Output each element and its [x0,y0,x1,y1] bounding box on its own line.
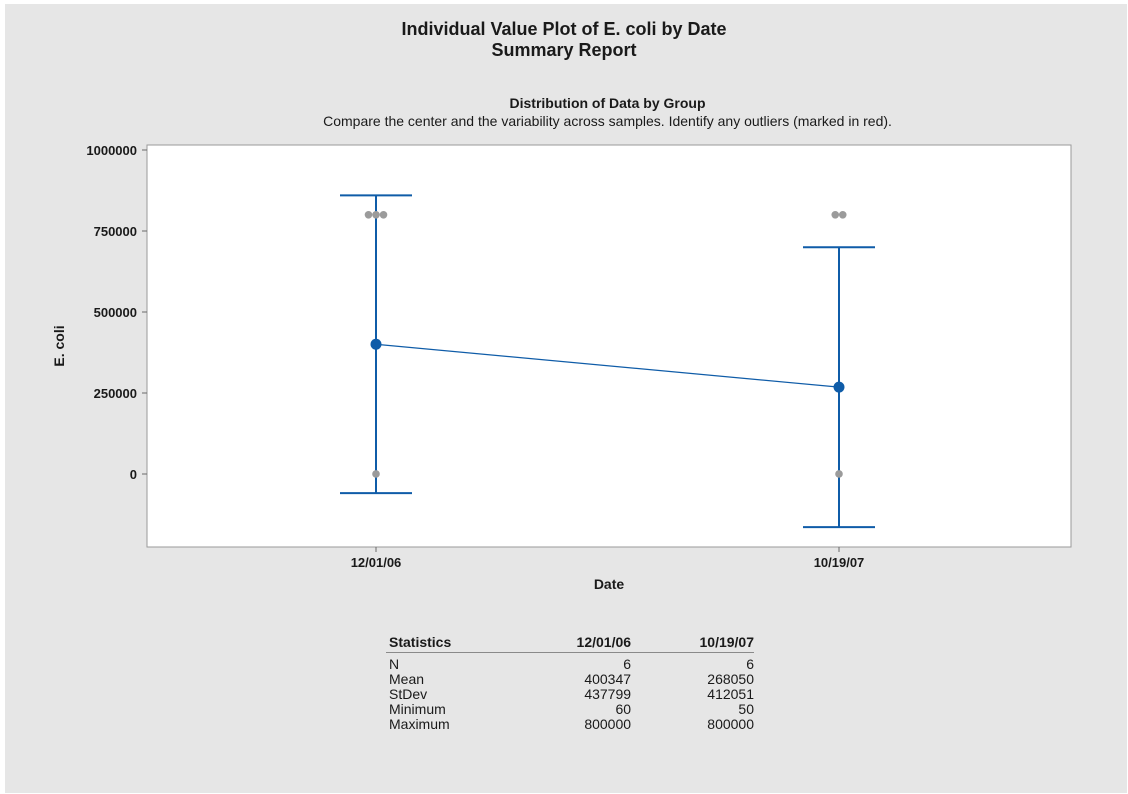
mean-line [375,343,840,388]
y-tick-label: 1000000 [86,143,137,158]
y-axis-label: E. coli [51,325,67,366]
data-point [379,211,388,219]
y-tick-label: 0 [130,467,137,482]
stat-value: 800000 [584,716,632,732]
statistics-header-cell: 12/01/06 [515,628,632,653]
stat-value: 6 [623,656,632,672]
data-point [372,211,380,219]
section-title: Distribution of Data by Group [509,95,706,111]
stat-value: 412051 [707,686,754,702]
stat-name: StDev [389,686,428,702]
data-point [364,211,373,219]
statistics-header-cell: Statistics [386,628,516,653]
table-row: Mean 400347 268050 [386,672,754,687]
y-tick-label: 750000 [94,224,137,239]
table-row: Minimum 60 50 [386,702,754,717]
stat-value: 800000 [707,716,754,732]
data-point [835,470,843,478]
stat-value: 60 [615,701,632,717]
data-point [838,211,847,219]
x-tick-label: 12/01/06 [351,555,402,570]
stat-name: Maximum [389,716,450,732]
data-point [372,470,380,478]
data-point [831,211,840,219]
x-axis-label: Date [594,576,625,592]
stat-value: 50 [738,701,754,717]
table-row: N 6 6 [386,653,754,673]
table-row: StDev 437799 412051 [386,687,754,702]
y-tick-label: 500000 [94,305,137,320]
stat-name: Mean [389,671,425,687]
mean-point [833,381,845,393]
stat-name: Minimum [389,701,446,717]
plot-area [146,144,1072,548]
stat-name: N [389,656,400,672]
individual-value-plot: 0 250000 500000 750000 1000000 12/01/06 10/19… [51,143,1072,592]
y-axis: 0 250000 500000 750000 1000000 [86,143,147,482]
report-subtitle: Summary Report [491,40,637,60]
stat-value: 400347 [584,671,632,687]
stat-value: 437799 [584,686,632,702]
x-axis: 12/01/06 10/19/07 [351,547,865,570]
stat-value: 6 [746,656,754,672]
data-points [364,211,847,478]
statistics-header-row: Statistics 12/01/06 10/19/07 [386,628,754,653]
x-tick-label: 10/19/07 [814,555,865,570]
section-note: Compare the center and the variability a… [323,113,892,129]
statistics-table: Statistics 12/01/06 10/19/07 N 6 6 Mean … [386,628,754,732]
mean-point [370,338,382,350]
y-tick-label: 250000 [94,386,137,401]
mean-connect-line [370,338,845,393]
report-title: Individual Value Plot of E. coli by Date [401,19,727,39]
stat-value: 268050 [707,671,754,687]
table-row: Maximum 800000 800000 [386,717,754,732]
statistics-header-cell: 10/19/07 [631,628,754,653]
